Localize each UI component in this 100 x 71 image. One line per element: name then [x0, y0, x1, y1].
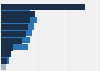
Bar — [1, 30, 32, 36]
Bar — [1, 38, 22, 44]
Bar — [1, 17, 38, 23]
Bar — [1, 64, 6, 70]
Bar — [1, 51, 11, 57]
Bar — [1, 44, 28, 50]
Bar — [1, 51, 11, 57]
Bar — [1, 17, 30, 24]
Bar — [1, 4, 86, 10]
Bar — [1, 31, 26, 37]
Bar — [1, 58, 7, 64]
Bar — [1, 24, 28, 30]
Bar — [1, 57, 9, 64]
Bar — [1, 44, 12, 51]
Bar — [1, 11, 35, 17]
Bar — [1, 24, 34, 30]
Bar — [1, 37, 30, 43]
Bar — [1, 10, 30, 16]
